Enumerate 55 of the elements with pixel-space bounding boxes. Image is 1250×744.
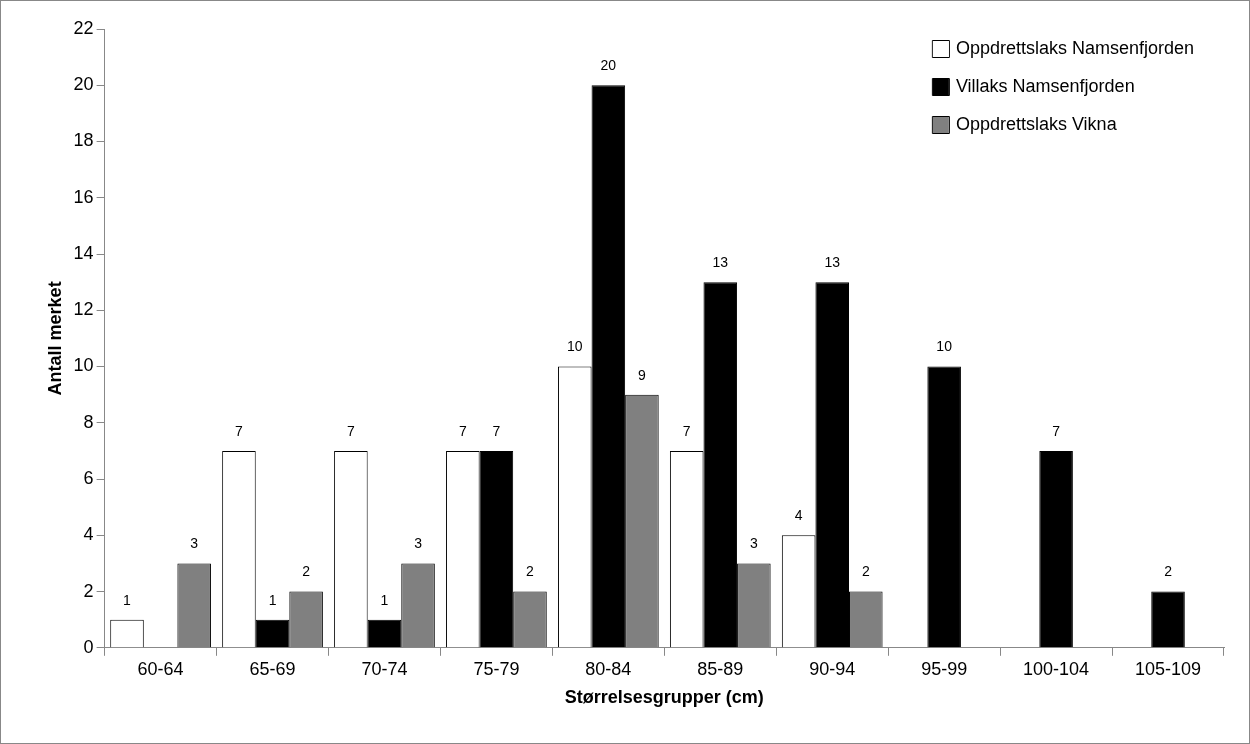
x-tick-label: 90-94 bbox=[809, 658, 856, 679]
data-label: 3 bbox=[190, 535, 199, 552]
y-tick-label: 12 bbox=[73, 299, 94, 320]
y-axis-title: Antall merket bbox=[44, 281, 65, 396]
data-label: 13 bbox=[712, 254, 729, 270]
x-tick-label: 75-79 bbox=[473, 658, 520, 679]
y-tick-label: 2 bbox=[83, 580, 94, 601]
x-tick-label: 80-84 bbox=[585, 658, 632, 679]
data-label: 7 bbox=[1052, 422, 1061, 439]
data-label: 9 bbox=[638, 366, 647, 383]
data-label: 4 bbox=[794, 507, 803, 524]
data-label: 3 bbox=[749, 535, 758, 552]
data-label: 1 bbox=[123, 591, 132, 608]
data-label: 10 bbox=[936, 338, 953, 355]
bar bbox=[1151, 591, 1185, 648]
x-tick-label: 70-74 bbox=[361, 658, 408, 679]
y-tick-label: 16 bbox=[73, 186, 94, 207]
x-tick-label: 60-64 bbox=[137, 658, 184, 679]
legend-label: Oppdrettslaks Vikna bbox=[955, 113, 1118, 134]
data-label: 1 bbox=[380, 591, 389, 608]
data-label: 7 bbox=[682, 422, 691, 439]
data-label: 2 bbox=[526, 563, 535, 580]
legend-label: Oppdrettslaks Namsenfjorden bbox=[955, 37, 1195, 58]
data-label: 20 bbox=[600, 57, 617, 74]
y-tick-label: 18 bbox=[73, 130, 94, 151]
y-tick-label: 14 bbox=[73, 242, 94, 263]
data-label: 2 bbox=[302, 563, 311, 580]
data-label: 7 bbox=[346, 422, 355, 439]
y-tick-label: 20 bbox=[73, 74, 94, 95]
x-tick-label: 95-99 bbox=[921, 658, 968, 679]
x-tick-label: 105-109 bbox=[1135, 658, 1202, 679]
data-label: 10 bbox=[566, 338, 583, 355]
data-label: 2 bbox=[861, 563, 870, 580]
x-axis-title: Størrelsesgrupper (cm) bbox=[564, 687, 764, 708]
y-tick-label: 0 bbox=[83, 636, 94, 657]
x-tick-label: 100-104 bbox=[1023, 658, 1090, 679]
bar bbox=[927, 366, 961, 648]
data-label: 2 bbox=[1164, 563, 1173, 580]
data-label: 7 bbox=[458, 422, 467, 439]
bar bbox=[255, 619, 290, 648]
y-tick-label: 10 bbox=[73, 355, 94, 376]
data-label: 7 bbox=[492, 422, 501, 439]
y-tick-label: 22 bbox=[73, 17, 94, 38]
y-tick-label: 8 bbox=[83, 411, 94, 432]
data-label: 3 bbox=[414, 535, 423, 552]
bar bbox=[1039, 450, 1073, 648]
y-tick-label: 6 bbox=[83, 468, 94, 489]
data-label: 13 bbox=[824, 254, 841, 270]
x-tick-label: 65-69 bbox=[249, 658, 296, 679]
legend-label: Villaks Namsenfjorden bbox=[955, 75, 1135, 96]
x-tick-label: 85-89 bbox=[697, 658, 744, 679]
data-label: 1 bbox=[268, 591, 277, 608]
y-tick-label: 4 bbox=[83, 524, 94, 545]
data-label: 7 bbox=[235, 422, 244, 439]
bar bbox=[367, 619, 402, 648]
